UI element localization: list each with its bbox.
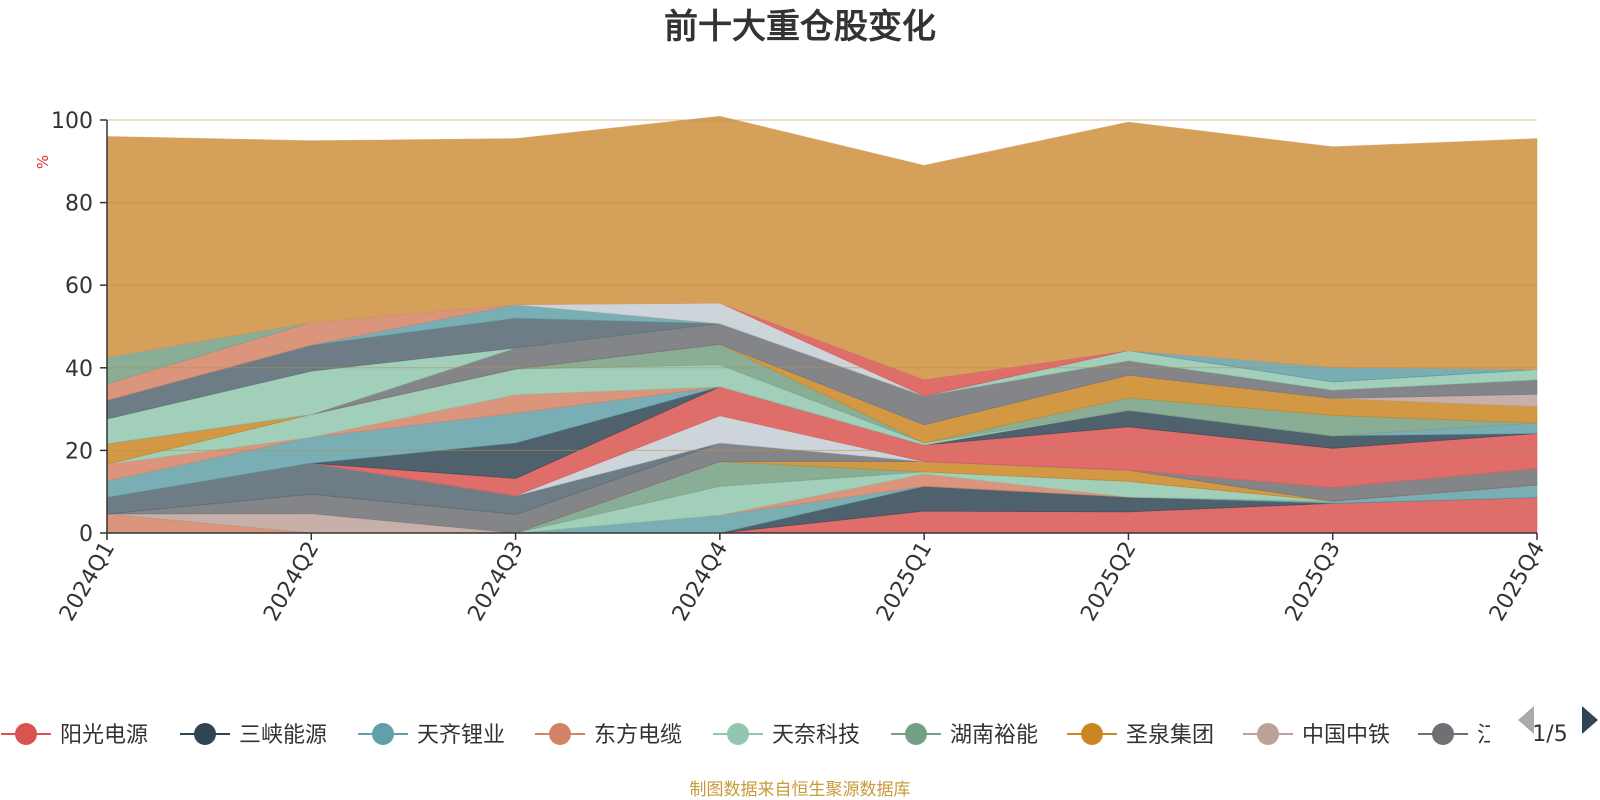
legend-item-6[interactable]: 圣泉集团 xyxy=(1067,723,1214,748)
y-tick-label-4: 80 xyxy=(65,192,93,217)
legend-next-page-button[interactable] xyxy=(1582,706,1598,734)
area-series-group xyxy=(106,115,1538,534)
legend-item-5[interactable]: 湖南裕能 xyxy=(891,723,1038,748)
legend-label-5: 湖南裕能 xyxy=(950,723,1038,748)
legend-prev-page-button[interactable] xyxy=(1518,706,1534,734)
legend-item-3[interactable]: 东方电缆 xyxy=(535,723,682,748)
y-tick-label-1: 20 xyxy=(65,439,93,464)
area-series-27 xyxy=(106,115,1538,380)
legend-item-1[interactable]: 三峡能源 xyxy=(180,723,327,748)
y-tick-label-3: 60 xyxy=(65,274,93,299)
legend-marker-5 xyxy=(905,723,927,745)
x-tick-label-4: 2025Q1 xyxy=(872,538,937,626)
legend-item-4[interactable]: 天奈科技 xyxy=(713,723,860,748)
legend-marker-0 xyxy=(15,723,37,745)
legend-marker-7 xyxy=(1257,723,1279,745)
legend-page-indicator: 1/5 xyxy=(1532,722,1567,747)
x-tick-label-7: 2025Q4 xyxy=(1485,538,1550,626)
y-tick-label-0: 0 xyxy=(79,522,93,547)
legend-pager: 1/5 xyxy=(1518,706,1598,747)
legend-label-3: 东方电缆 xyxy=(594,723,682,748)
grid-lines xyxy=(107,119,1537,451)
legend-label-1: 三峡能源 xyxy=(239,723,327,748)
legend-label-7: 中国中铁 xyxy=(1302,723,1390,748)
legend-item-2[interactable]: 天齐锂业 xyxy=(358,723,505,748)
legend-item-7[interactable]: 中国中铁 xyxy=(1243,723,1390,748)
legend-label-8: 江特电机 xyxy=(1477,723,1565,748)
x-tick-label-3: 2024Q4 xyxy=(668,538,733,626)
x-tick-label-0: 2024Q1 xyxy=(55,538,120,626)
legend-marker-4 xyxy=(727,723,749,745)
legend-marker-3 xyxy=(549,723,571,745)
y-axis-label: % xyxy=(34,155,52,169)
legend-label-6: 圣泉集团 xyxy=(1126,723,1214,748)
legend-label-0: 阳光电源 xyxy=(60,723,148,748)
legend-item-0[interactable]: 阳光电源 xyxy=(1,723,148,748)
y-tick-label-5: 100 xyxy=(51,109,93,134)
legend-marker-2 xyxy=(372,723,394,745)
legend-marker-1 xyxy=(194,723,216,745)
x-tick-label-1: 2024Q2 xyxy=(259,538,324,626)
x-tick-label-6: 2025Q3 xyxy=(1281,538,1346,626)
legend-item-8[interactable]: 江特电机 xyxy=(1418,723,1565,748)
x-tick-label-5: 2025Q2 xyxy=(1076,538,1141,626)
legend-marker-6 xyxy=(1081,723,1103,745)
legend-marker-8 xyxy=(1432,723,1454,745)
legend[interactable]: 阳光电源 三峡能源 天齐锂业 东方电缆 天奈科技 湖南裕能 圣泉集团 中国中铁 江特电机 xyxy=(1,723,1565,748)
legend-label-4: 天奈科技 xyxy=(772,723,860,748)
source-note: 制图数据来自恒生聚源数据库 xyxy=(690,780,911,800)
y-tick-label-2: 40 xyxy=(65,357,93,382)
legend-label-2: 天齐锂业 xyxy=(417,723,505,748)
chart-title: 前十大重仓股变化 xyxy=(664,7,936,47)
x-tick-label-2: 2024Q3 xyxy=(463,538,528,626)
